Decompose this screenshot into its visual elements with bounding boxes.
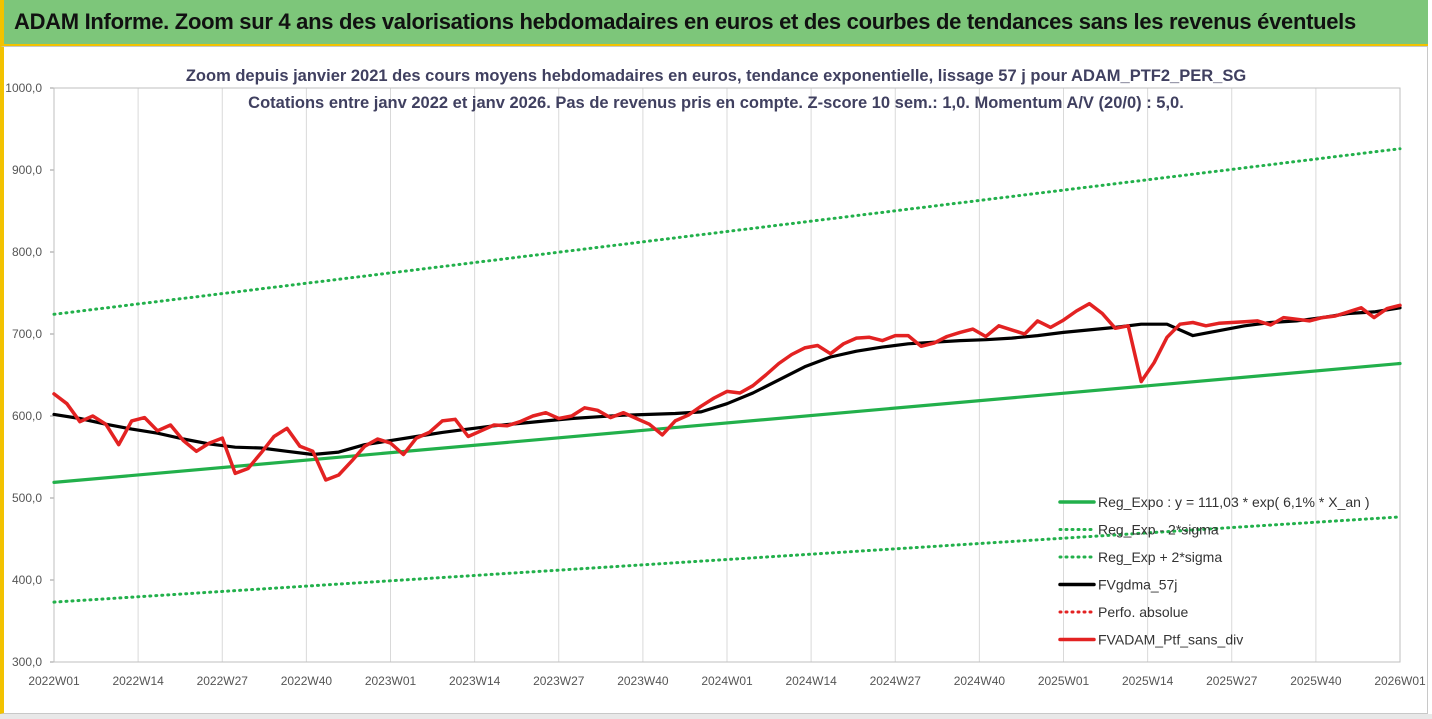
x-tick-label: 2023W40 bbox=[617, 674, 669, 688]
y-tick-label: 900,0 bbox=[12, 163, 42, 177]
y-tick-label: 300,0 bbox=[12, 655, 42, 669]
y-tick-label: 500,0 bbox=[12, 491, 42, 505]
x-tick-label: 2026W01 bbox=[1374, 674, 1426, 688]
x-tick-label: 2024W27 bbox=[870, 674, 922, 688]
y-tick-label: 600,0 bbox=[12, 409, 42, 423]
chart-subtitle: Cotations entre janv 2022 et janv 2026. … bbox=[248, 94, 1184, 112]
fvadam-ptf-line bbox=[52, 301, 1402, 482]
x-tick-label: 2025W01 bbox=[1038, 674, 1090, 688]
reg-expo-line bbox=[52, 361, 1402, 484]
x-tick-label: 2024W01 bbox=[701, 674, 753, 688]
series-layer bbox=[52, 147, 1402, 604]
x-tick-label: 2024W40 bbox=[954, 674, 1006, 688]
reg-exp-minus-2sigma-line bbox=[52, 515, 1402, 604]
chart-title: Zoom depuis janvier 2021 des cours moyen… bbox=[185, 67, 1247, 85]
legend-label: FVgdma_57j bbox=[1098, 577, 1177, 593]
legend-label: FVADAM_Ptf_sans_div bbox=[1098, 632, 1243, 648]
y-tick-label: 400,0 bbox=[12, 573, 42, 587]
y-tick-label: 800,0 bbox=[12, 245, 42, 259]
legend-label: Perfo. absolue bbox=[1098, 604, 1188, 620]
plot-area bbox=[53, 87, 1401, 663]
x-tick-label: 2022W40 bbox=[281, 674, 333, 688]
bottom-strip bbox=[0, 714, 1432, 719]
x-tick-label: 2022W01 bbox=[28, 674, 80, 688]
y-tick-label: 1000,0 bbox=[5, 81, 42, 95]
legend: Reg_Expo : y = 111,03 * exp( 6,1% * X_an… bbox=[1058, 494, 1369, 648]
x-tick-label: 2025W14 bbox=[1122, 674, 1174, 688]
x-tick-label: 2022W14 bbox=[112, 674, 164, 688]
page-title: ADAM Informe. Zoom sur 4 ans des valoris… bbox=[14, 9, 1356, 34]
legend-label: Reg_Exp + 2*sigma bbox=[1098, 549, 1222, 565]
chart-frame bbox=[0, 46, 1428, 714]
x-tick-label: 2023W27 bbox=[533, 674, 585, 688]
x-tick-label: 2025W40 bbox=[1290, 674, 1342, 688]
y-tick-label: 700,0 bbox=[12, 327, 42, 341]
x-tick-label: 2022W27 bbox=[197, 674, 249, 688]
legend-label: Reg_Exp - 2*sigma bbox=[1098, 522, 1219, 538]
x-tick-label: 2024W14 bbox=[785, 674, 837, 688]
x-tick-label: 2023W14 bbox=[449, 674, 501, 688]
axes: 2022W01 2022W14 2022W27 2022W40 2023W01 2023W… bbox=[5, 81, 1426, 688]
x-tick-label: 2023W01 bbox=[365, 674, 417, 688]
header-bar: ADAM Informe. Zoom sur 4 ans des valoris… bbox=[0, 0, 1428, 46]
x-tick-label: 2025W27 bbox=[1206, 674, 1258, 688]
legend-label: Reg_Expo : y = 111,03 * exp( 6,1% * X_an… bbox=[1098, 494, 1369, 510]
reg-exp-plus-2sigma-line bbox=[52, 147, 1402, 316]
